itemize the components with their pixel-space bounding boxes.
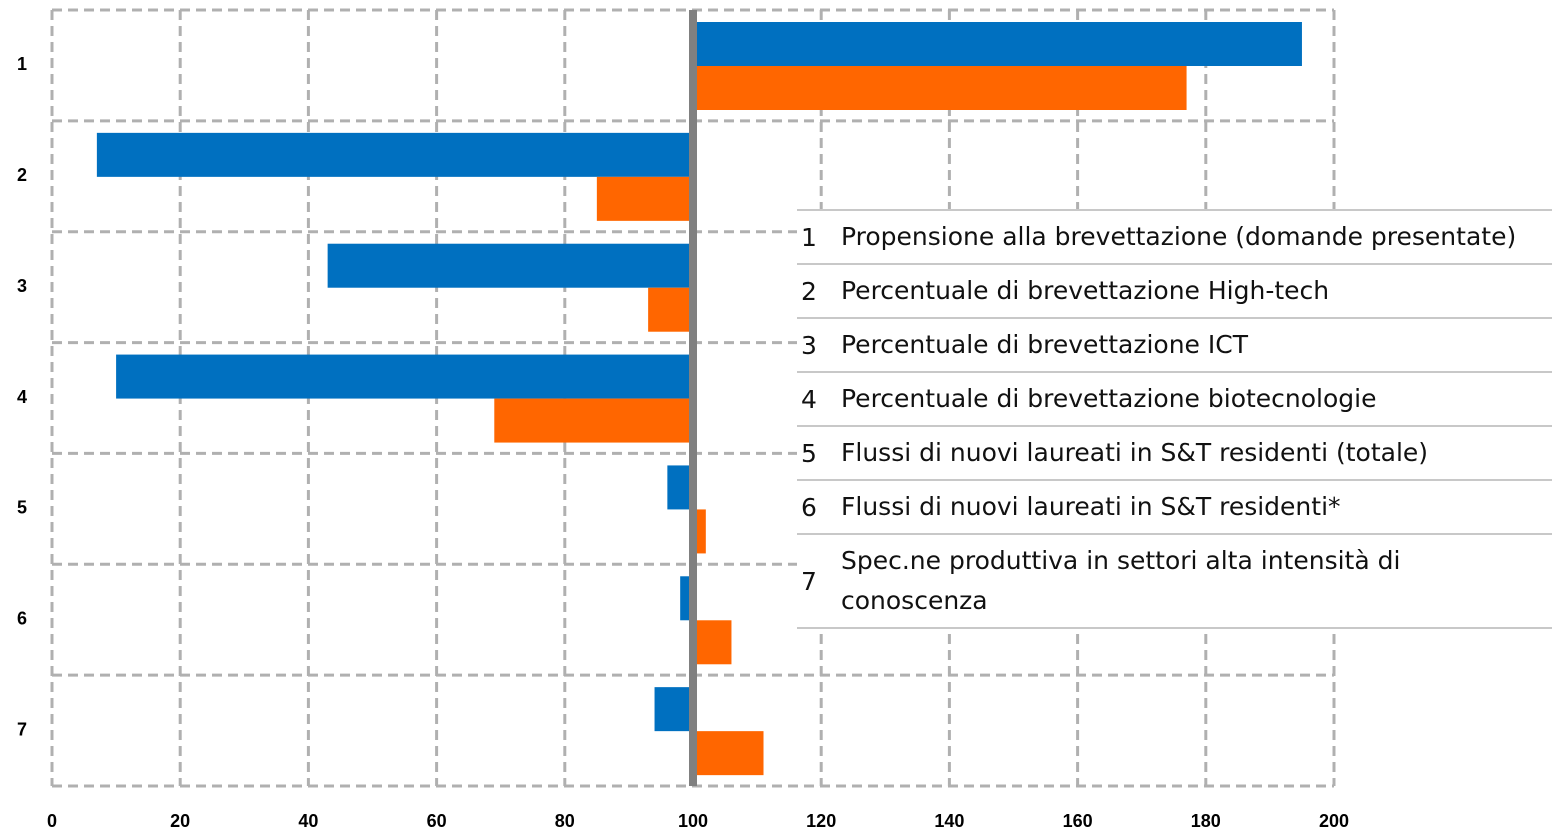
bar [654, 687, 693, 732]
bar [693, 731, 764, 776]
legend-row: 6 Flussi di nuovi laureati in S&T residen… [797, 479, 1552, 533]
bar [693, 620, 732, 665]
legend-text: Propensione alla brevettazione (domande … [841, 222, 1517, 251]
legend-row: 1 Propensione alla brevettazione (domande… [797, 209, 1552, 263]
bar [96, 132, 694, 177]
bar [693, 22, 1302, 66]
legend-text: Flussi di nuovi laureati in S&T resident… [841, 438, 1429, 467]
legend-row: 4 Percentuale di brevettazione biotecnolo… [797, 371, 1552, 425]
legend-number: 6 [801, 492, 817, 522]
legend-row: 7 Spec.ne produttiva in settori alta inte… [797, 533, 1552, 629]
y-tick-label: 2 [17, 165, 27, 185]
legend-text: Percentuale di brevettazione High-tech [841, 276, 1330, 305]
legend-row: 2 Percentuale di brevettazione High-tech [797, 263, 1552, 317]
legend-row: 3 Percentuale di brevettazione ICT [797, 317, 1552, 371]
legend-text: Flussi di nuovi laureati in S&T resident… [841, 492, 1341, 521]
x-tick-label: 120 [806, 811, 836, 831]
bar [667, 465, 693, 510]
bar [327, 243, 693, 288]
x-tick-label: 20 [170, 811, 190, 831]
legend-number: 7 [801, 566, 817, 596]
y-tick-label: 7 [17, 719, 27, 739]
legend-number: 4 [801, 384, 817, 414]
bar [494, 398, 693, 443]
x-tick-label: 100 [678, 811, 708, 831]
x-tick-label: 80 [555, 811, 575, 831]
x-tick-label: 60 [427, 811, 447, 831]
x-tick-label: 160 [1063, 811, 1093, 831]
bar [648, 287, 693, 332]
bar [596, 176, 693, 221]
bar [693, 66, 1187, 110]
y-tick-label: 5 [17, 498, 27, 518]
legend-row: 5 Flussi di nuovi laureati in S&T residen… [797, 425, 1552, 479]
legend-text: Spec.ne produttiva in settori alta inten… [841, 546, 1401, 615]
y-tick-label: 4 [17, 387, 27, 407]
x-tick-label: 200 [1319, 811, 1349, 831]
x-tick-label: 0 [47, 811, 57, 831]
legend-table: 1 Propensione alla brevettazione (domande… [797, 209, 1552, 629]
x-tick-label: 180 [1191, 811, 1221, 831]
y-tick-label: 1 [17, 54, 27, 74]
y-tick-label: 3 [17, 276, 27, 296]
legend-number: 3 [801, 330, 817, 360]
legend-number: 1 [801, 222, 817, 252]
legend-text: Percentuale di brevettazione biotecnolog… [841, 384, 1377, 413]
y-tick-label: 6 [17, 608, 27, 628]
x-tick-label: 40 [298, 811, 318, 831]
x-tick-label: 140 [934, 811, 964, 831]
legend-text: Percentuale di brevettazione ICT [841, 330, 1248, 359]
legend-number: 5 [801, 438, 817, 468]
legend-number: 2 [801, 276, 817, 306]
bar [116, 354, 694, 399]
